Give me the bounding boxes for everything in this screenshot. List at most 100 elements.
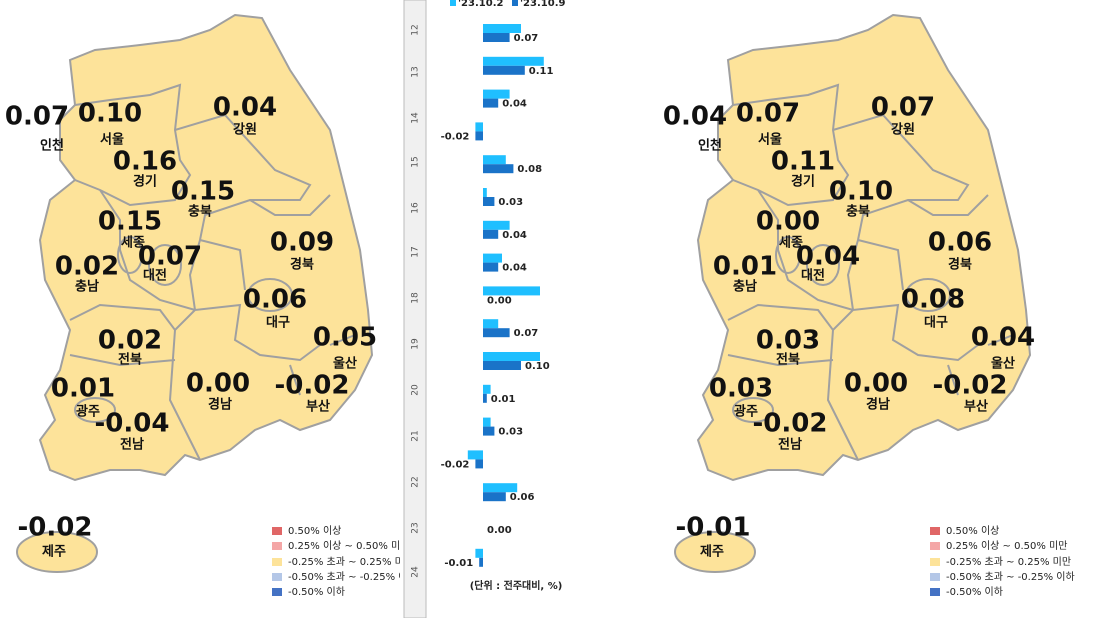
region-value: 0.16 — [113, 147, 177, 177]
value-label: 0.00 — [487, 295, 512, 306]
region-name: 충북 — [846, 204, 870, 220]
legend-label: -0.50% 초과 ~ -0.25% 이하 — [288, 570, 417, 583]
bar — [483, 33, 510, 42]
region-name: 대전 — [143, 268, 167, 284]
legend-label: -0.25% 초과 ~ 0.25% 미만 — [946, 556, 1071, 568]
bar — [483, 98, 499, 108]
region-value: -0.01 — [676, 513, 751, 543]
bar — [475, 548, 483, 558]
region-name: 충남 — [75, 279, 99, 295]
legend-swatch — [450, 0, 456, 6]
bar — [467, 450, 483, 460]
region-name: 인천 — [698, 138, 722, 154]
region-value: 0.10 — [829, 177, 893, 207]
region-name: 서울 — [100, 132, 124, 148]
bar — [483, 352, 540, 361]
legend-label: '23.10.9 — [520, 0, 565, 9]
row-number: 12 — [411, 24, 421, 35]
region-value: 0.02 — [98, 326, 162, 356]
region-name: 광주 — [734, 405, 758, 420]
region-value: 0.06 — [243, 285, 307, 315]
legend-label: 0.50% 이상 — [946, 525, 999, 537]
region-name: 강원 — [233, 122, 257, 138]
bar — [483, 483, 518, 493]
region-value: 0.07 — [138, 242, 202, 272]
legend-swatch — [930, 573, 940, 581]
bar — [483, 56, 544, 66]
map-right — [674, 14, 1031, 573]
bar — [483, 384, 491, 394]
region-value: 0.00 — [756, 207, 820, 237]
region-name: 충북 — [188, 204, 212, 220]
bar — [475, 122, 483, 132]
legend-label: '23.10.2 — [458, 0, 503, 9]
bar — [483, 229, 499, 239]
region-value: 0.01 — [713, 252, 777, 282]
bar — [483, 24, 521, 33]
region-name: 제주 — [700, 545, 724, 560]
region-name: 대구 — [266, 316, 290, 331]
region-name: 부산 — [964, 399, 988, 415]
value-label: 0.07 — [514, 328, 539, 339]
region-name: 대구 — [924, 316, 948, 331]
legend-label: 0.25% 이상 ~ 0.50% 미만 — [946, 540, 1067, 552]
row-number: 24 — [411, 566, 421, 578]
region-value: 0.02 — [55, 252, 119, 282]
legend-swatch — [272, 588, 282, 596]
region-value: 0.07 — [871, 93, 935, 123]
legend-label: 0.25% 이상 ~ 0.50% 미만 — [288, 540, 409, 552]
legend-label: -0.25% 초과 ~ 0.25% 미만 — [288, 556, 413, 568]
bar — [483, 164, 514, 174]
bar — [483, 262, 499, 272]
legend-swatch — [272, 573, 282, 581]
region-value: 0.05 — [313, 323, 377, 353]
bar — [483, 220, 510, 230]
bar — [475, 131, 483, 141]
bar — [483, 197, 495, 206]
region-name: 경기 — [791, 174, 815, 190]
value-label: 0.01 — [491, 394, 516, 405]
value-label: 0.07 — [514, 33, 539, 44]
row-number: 22 — [411, 476, 421, 487]
legend-swatch — [272, 558, 282, 566]
value-label: -0.02 — [441, 459, 470, 470]
legend-swatch — [272, 527, 282, 535]
row-number: 13 — [411, 66, 421, 77]
region-value: 0.03 — [709, 374, 773, 404]
value-label: -0.01 — [444, 558, 473, 569]
legend-swatch — [512, 0, 518, 6]
row-number: 20 — [411, 384, 421, 396]
region-value: 0.03 — [756, 326, 820, 356]
region-name: 울산 — [991, 356, 1015, 372]
region-name: 대전 — [801, 268, 825, 284]
bar — [479, 557, 483, 567]
region-name: 울산 — [333, 356, 357, 372]
legend-label: 0.50% 이상 — [288, 525, 341, 537]
region-name: 강원 — [891, 122, 915, 138]
region-name: 충남 — [733, 279, 757, 295]
row-number: 19 — [411, 338, 421, 350]
bar — [475, 459, 483, 469]
unit-note: (단위 : 전주대비, %) — [470, 579, 563, 592]
row-header — [403, 0, 427, 618]
region-value: -0.04 — [95, 409, 170, 439]
value-label: -0.02 — [441, 131, 470, 142]
value-label: 0.06 — [510, 492, 535, 503]
value-label: 0.00 — [487, 525, 512, 536]
region-name: 경북 — [948, 257, 972, 273]
bar — [483, 253, 502, 263]
region-value: 0.04 — [213, 93, 277, 123]
map-left — [16, 14, 373, 573]
legend-label: -0.50% 이하 — [946, 585, 1003, 598]
bar — [483, 417, 491, 427]
bar — [483, 65, 525, 75]
row-number: 17 — [411, 246, 421, 257]
region-name: 전남 — [120, 437, 144, 453]
region-value: -0.02 — [275, 371, 350, 401]
region-name: 경남 — [208, 397, 232, 413]
region-name: 광주 — [76, 405, 100, 420]
bar — [483, 89, 510, 99]
value-label: 0.03 — [498, 197, 523, 208]
legend-swatch — [930, 558, 940, 566]
